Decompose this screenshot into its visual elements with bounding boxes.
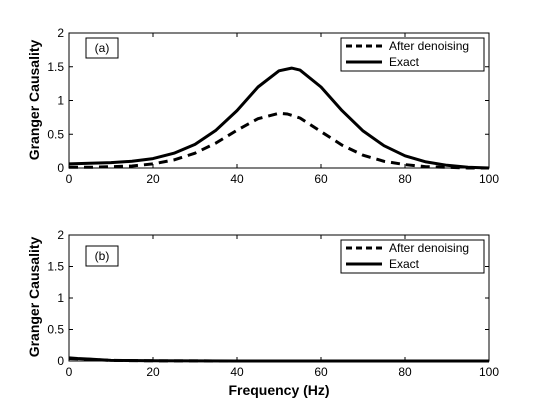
legend-box	[340, 239, 485, 274]
y-tick-label: 0	[57, 354, 64, 368]
x-tick-label: 20	[146, 365, 160, 379]
series-line-after-denoising	[69, 111, 489, 170]
legend: After denoising Exact	[340, 239, 485, 274]
panel-tag-box	[85, 245, 119, 267]
panel-tag-text: (b)	[95, 249, 110, 263]
legend-label-exact: Exact	[389, 55, 420, 69]
y-tick-label: 1	[57, 94, 64, 108]
legend-label-after-denoising: After denoising	[389, 241, 469, 255]
y-tick-label: 0	[57, 161, 64, 175]
x-tick-label: 80	[398, 365, 412, 379]
x-tick-label: 40	[230, 172, 244, 186]
y-tick-label: 2	[57, 26, 64, 40]
x-tick-label: 100	[479, 172, 499, 186]
chart-panel-a: Granger Causality 0 20 40 60 80 10000.511.52 …	[26, 26, 499, 186]
y-axis-label: Granger Causality	[26, 236, 42, 357]
legend-box	[340, 37, 485, 72]
x-tick-label: 60	[314, 172, 328, 186]
series-lines	[68, 66, 490, 170]
legend: After denoising Exact	[340, 37, 485, 72]
plot-frame	[68, 234, 490, 362]
y-tick-label: 1.5	[47, 60, 64, 74]
y-tick-label: 0.5	[47, 323, 64, 337]
y-tick-label: 0.5	[47, 127, 64, 141]
ticks: 0 20 40 60 80 100 0 0.5 1 1.5 2	[47, 26, 499, 186]
x-tick-label: 80	[398, 172, 412, 186]
legend-label-exact: Exact	[389, 257, 420, 271]
x-tick-label: 60	[314, 365, 328, 379]
y-tick-label: 1	[57, 291, 64, 305]
x-axis-label: Frequency (Hz)	[228, 382, 329, 398]
x-tick-label: 100	[479, 365, 499, 379]
series-line-exact	[68, 66, 490, 170]
y-axis-label: Granger Causality	[26, 39, 42, 160]
y-tick-label: 1.5	[47, 260, 64, 274]
panel-tag-text: (a)	[95, 41, 110, 55]
plot-frame	[68, 32, 490, 169]
panel-tag: (b)	[85, 245, 119, 267]
panel-tag: (a)	[85, 37, 119, 59]
ticks: 0 20 40 60 80 100 0 0.5 1 1.5 2	[47, 228, 499, 379]
legend-label-after-denoising: After denoising	[389, 39, 469, 53]
x-tick-label: 20	[146, 172, 160, 186]
x-tick-label: 0	[66, 172, 73, 186]
chart-panel-b: Granger Causality 0 20 40 60 80 10000.511.52 …	[26, 228, 499, 398]
y-tick-label: 2	[57, 228, 64, 242]
x-tick-label: 40	[230, 365, 244, 379]
x-tick-label: 0	[66, 365, 73, 379]
panel-tag-box	[85, 37, 119, 59]
